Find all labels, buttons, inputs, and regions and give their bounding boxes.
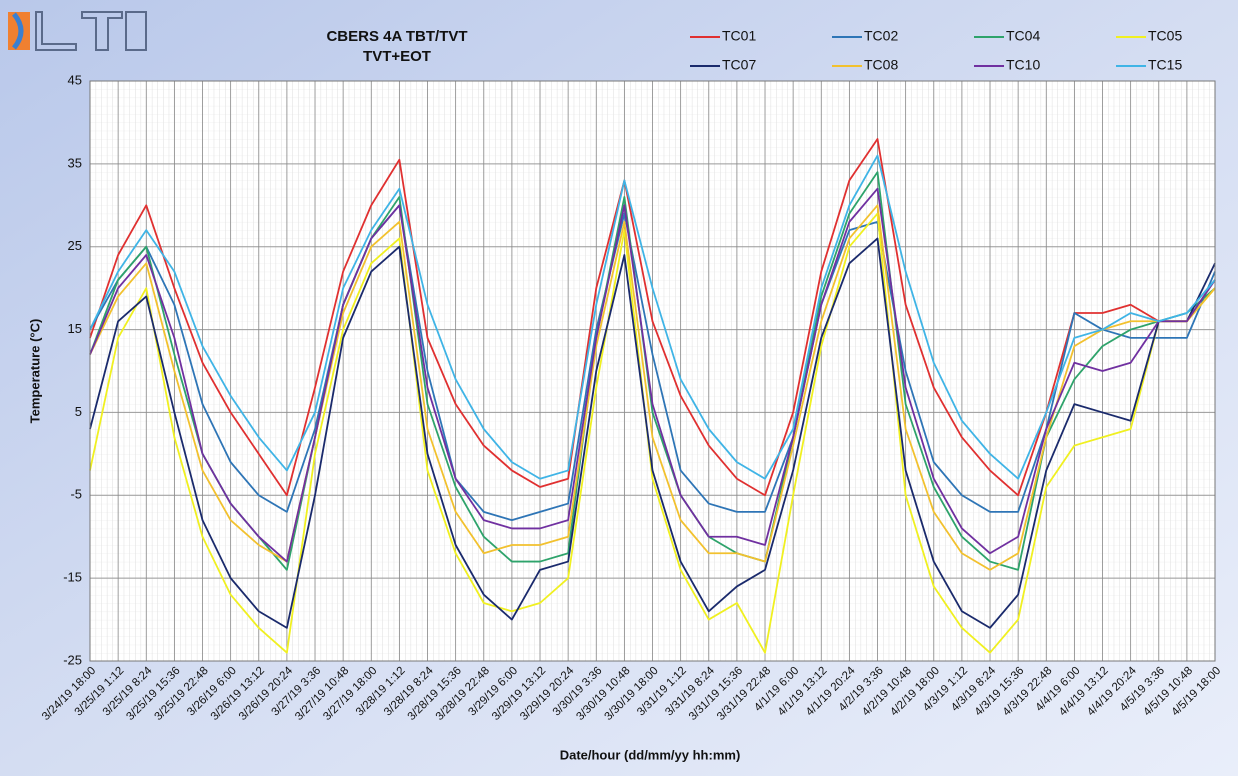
- series-line: [89, 187, 1216, 563]
- series-line: [89, 204, 1216, 522]
- y-tick-label: 25: [68, 238, 82, 253]
- y-tick-label: -25: [63, 652, 82, 667]
- x-axis-label: Date/hour (dd/mm/yy hh:mm): [560, 747, 741, 762]
- series-line: [89, 171, 1216, 571]
- series-line: [89, 154, 1216, 480]
- plot-border: [89, 80, 1216, 662]
- chart-subtitle: TVT+EOT: [363, 48, 431, 65]
- y-tick-label: 45: [68, 72, 82, 87]
- series-line: [89, 212, 1216, 654]
- y-tick-label: 15: [68, 321, 82, 336]
- chart-title: CBERS 4A TBT/TVT: [326, 28, 467, 45]
- legend-label: TC08: [864, 57, 898, 73]
- logo: [8, 11, 147, 51]
- legend-label: TC10: [1006, 57, 1040, 73]
- legend-label: TC01: [722, 28, 756, 44]
- legend-label: TC15: [1148, 57, 1182, 73]
- y-tick-label: 5: [75, 404, 82, 419]
- series-line: [89, 138, 1216, 497]
- y-axis-label: Temperature (°C): [27, 319, 42, 424]
- legend-label: TC05: [1148, 28, 1182, 44]
- legend-label: TC04: [1006, 28, 1040, 44]
- legend-label: TC02: [864, 28, 898, 44]
- series-line: [89, 237, 1216, 629]
- y-tick-label: -5: [70, 487, 82, 502]
- legend-label: TC07: [722, 57, 756, 73]
- series-line: [89, 204, 1216, 571]
- y-tick-label: -15: [63, 570, 82, 585]
- y-tick-label: 35: [68, 155, 82, 170]
